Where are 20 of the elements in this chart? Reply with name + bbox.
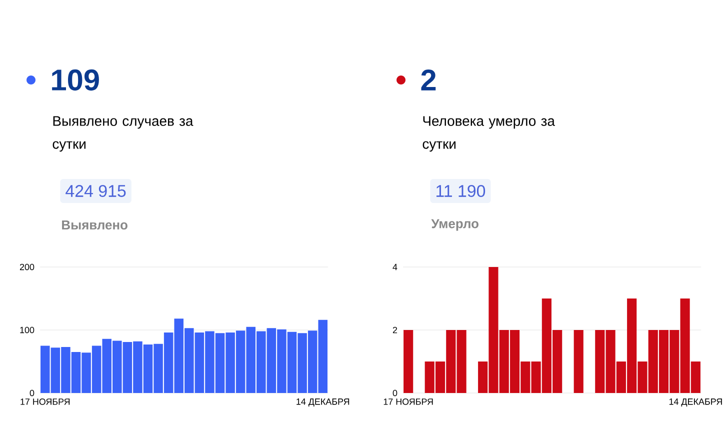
x-tick-label: 17 НОЯБРЯ <box>384 398 433 405</box>
x-tick-label: 14 ДЕКАБРЯ <box>296 398 350 406</box>
bar <box>404 330 414 393</box>
chart-title: 109 <box>52 69 99 91</box>
chart-subtitle: Человека умерло за сутки <box>422 116 555 152</box>
text: 11 190 <box>436 185 486 197</box>
x-tick-label: 17 НОЯБРЯ <box>20 398 70 405</box>
bar <box>574 330 584 393</box>
text: Выявлено <box>62 220 128 230</box>
y-tick-label: 2 <box>392 326 398 334</box>
y-tick-label: 4 <box>392 264 398 270</box>
y-tick-label: 100 <box>20 326 34 334</box>
y-tick-label: 200 <box>20 264 34 270</box>
text: 424 915 <box>66 185 126 197</box>
chart-subtitle: Выявлено случаев за сутки <box>52 116 194 152</box>
y-tick-label: 0 <box>392 390 398 396</box>
y-tick-label: 0 <box>30 390 34 396</box>
x-tick-label: 14 ДЕКАБРЯ <box>669 398 722 406</box>
chart-title: 2 <box>421 70 436 90</box>
text: Умерло <box>431 219 478 231</box>
